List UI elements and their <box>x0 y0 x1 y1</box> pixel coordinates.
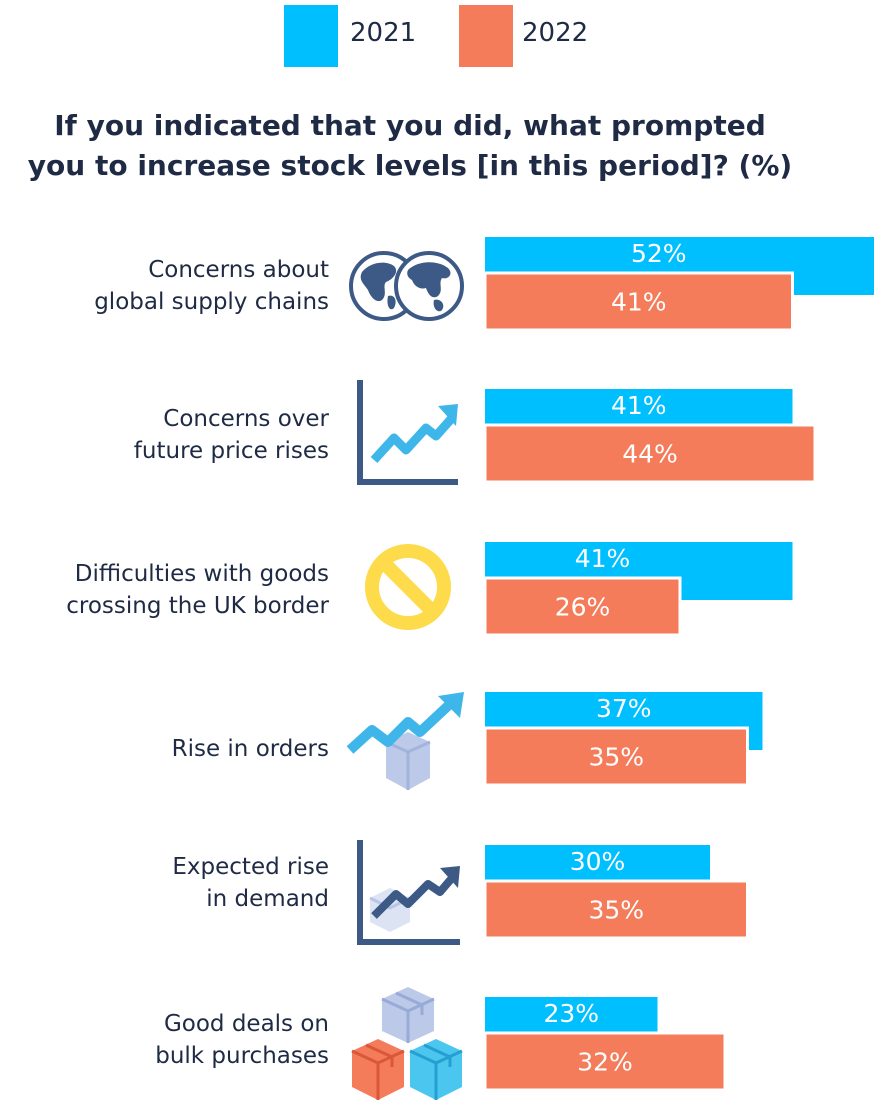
bar-label-2022-1: 44% <box>622 440 678 469</box>
legend-label-2021: 2021 <box>350 18 417 48</box>
category-label-bulk-purchases: Good deals on bulk purchases <box>0 1008 329 1072</box>
category-label-line: Good deals on <box>163 1011 329 1037</box>
bar-label-2021-2: 41% <box>575 544 631 573</box>
category-label-line: bulk purchases <box>155 1043 329 1069</box>
category-label-future-price-rises: Concerns over future price rises <box>0 403 329 467</box>
globe-icon <box>349 251 464 321</box>
category-label-line: Concerns about <box>148 257 329 283</box>
legend-swatch-2021 <box>284 5 338 67</box>
bar-2022-0 <box>483 271 794 332</box>
bar-label-2021-5: 23% <box>543 999 599 1028</box>
category-label-rise-in-orders: Rise in orders <box>0 733 329 765</box>
category-label-line: global supply chains <box>94 289 329 315</box>
bar-label-2022-4: 35% <box>588 896 644 925</box>
chart-with-box-icon <box>357 840 460 945</box>
bar-2022-2 <box>483 576 682 637</box>
chart-title: If you indicated that you did, what prom… <box>0 106 820 186</box>
category-label-line: in demand <box>206 886 329 912</box>
category-label-global-supply-chains: Concerns about global supply chains <box>0 254 329 318</box>
box-with-rising-arrow-icon <box>346 692 464 790</box>
category-label-line: crossing the UK border <box>66 593 329 619</box>
category-label-line: Difficulties with goods <box>74 561 329 587</box>
category-label-uk-border: Difficulties with goods crossing the UK … <box>0 558 329 622</box>
bar-label-2022-5: 32% <box>577 1048 633 1077</box>
stacked-boxes-icon <box>351 987 463 1100</box>
prohibited-sign-icon <box>365 544 451 630</box>
category-label-line: Concerns over <box>163 406 329 432</box>
bar-label-2021-0: 52% <box>631 239 687 268</box>
rising-chart-icon <box>357 380 458 485</box>
category-label-line: Rise in orders <box>171 736 329 762</box>
chart-title-line-2: you to increase stock levels [in this pe… <box>27 149 793 182</box>
bar-label-2022-3: 35% <box>588 743 644 772</box>
legend-label-2022: 2022 <box>522 18 589 48</box>
bar-label-2021-3: 37% <box>596 694 652 723</box>
bar-2022-1 <box>483 423 817 484</box>
bar-label-2021-1: 41% <box>611 391 667 420</box>
bar-2022-3 <box>483 726 749 787</box>
bar-2022-4 <box>483 879 749 940</box>
category-label-expected-demand: Expected rise in demand <box>0 851 329 915</box>
bar-2022-5 <box>483 1031 727 1092</box>
bar-label-2022-0: 41% <box>611 288 667 317</box>
bar-label-2021-4: 30% <box>570 847 626 876</box>
chart-title-line-1: If you indicated that you did, what prom… <box>54 109 766 142</box>
category-label-line: Expected rise <box>172 854 329 880</box>
category-label-line: future price rises <box>133 438 329 464</box>
legend-swatch-2022 <box>459 5 513 67</box>
bar-label-2022-2: 26% <box>555 593 611 622</box>
